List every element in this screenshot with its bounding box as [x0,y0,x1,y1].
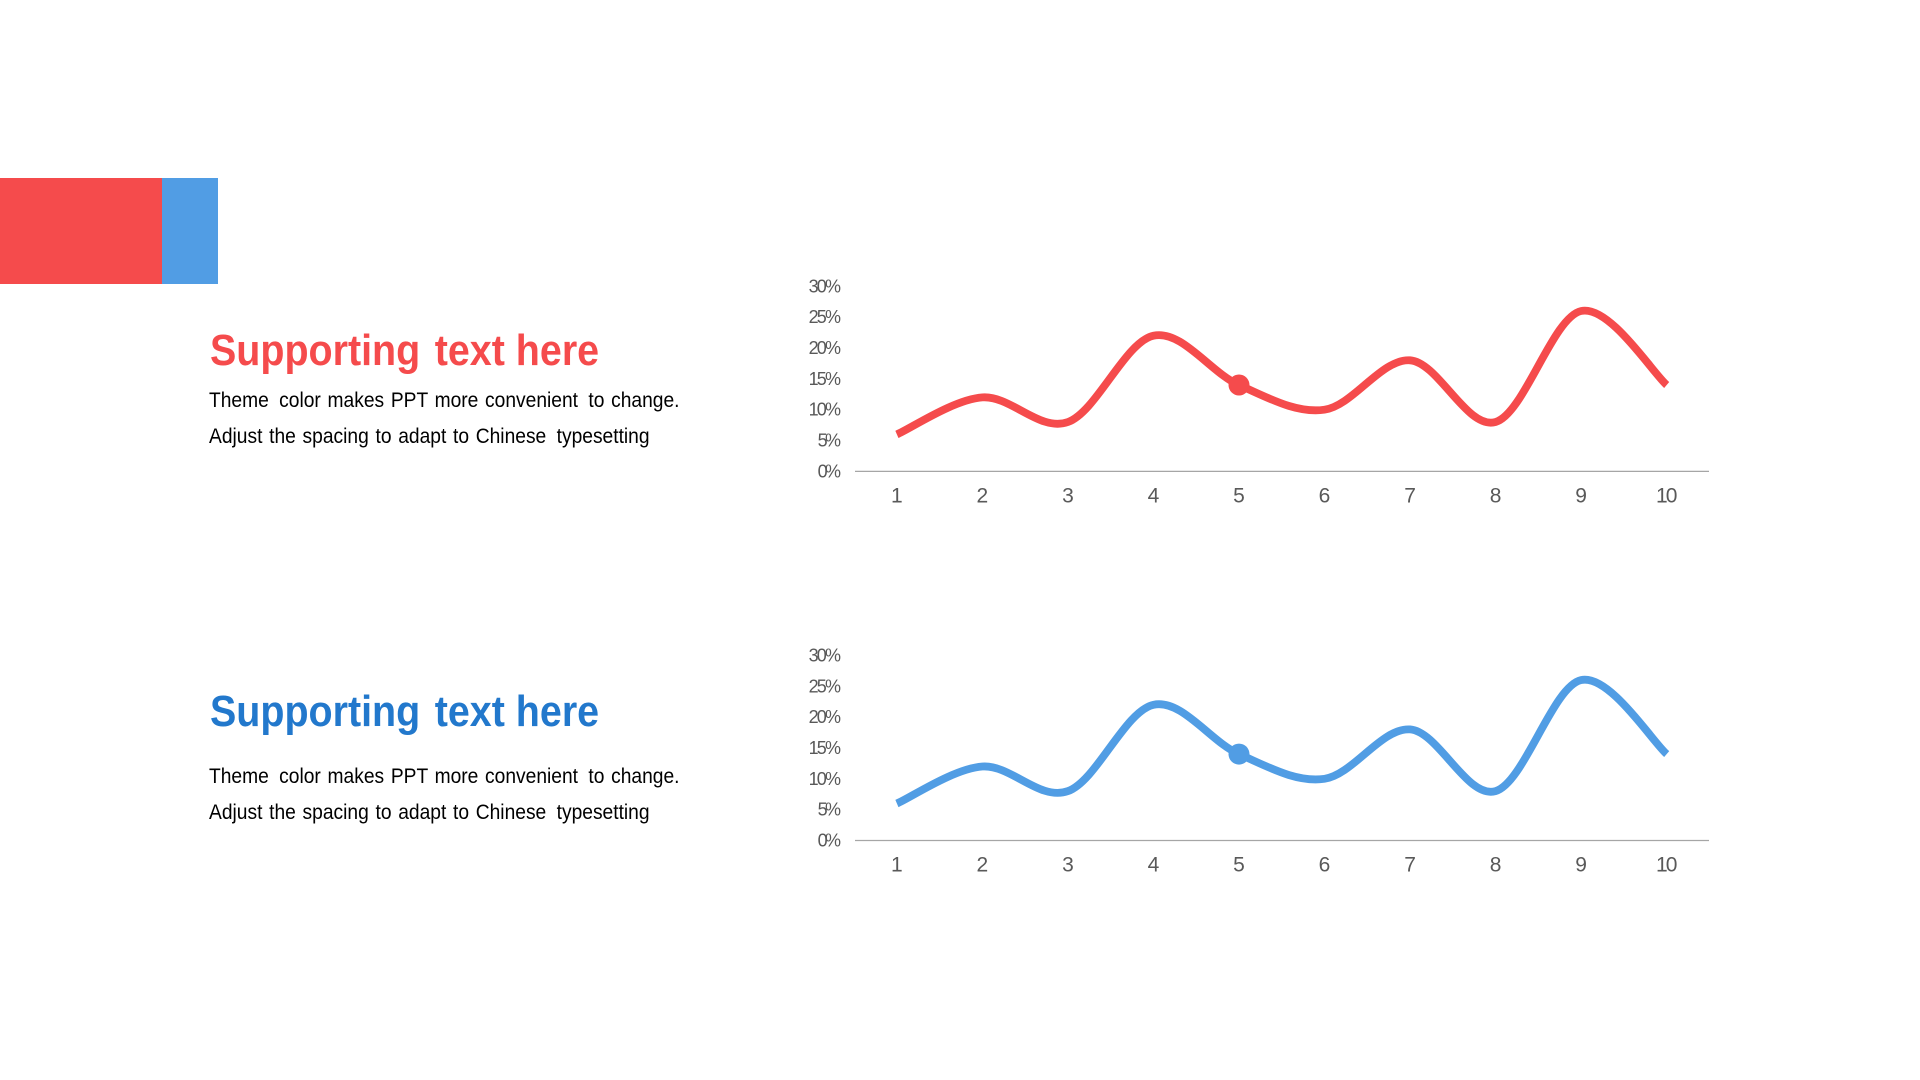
svg-text:15%: 15% [809,369,841,389]
svg-text:4: 4 [1148,854,1160,877]
svg-text:0%: 0% [818,831,841,851]
svg-text:3: 3 [1062,484,1074,507]
svg-text:7: 7 [1404,484,1416,507]
svg-text:5: 5 [1233,854,1245,877]
svg-text:8: 8 [1490,484,1502,507]
svg-text:9: 9 [1575,484,1587,507]
svg-text:25%: 25% [809,307,841,327]
svg-text:10: 10 [1656,484,1678,507]
svg-text:8: 8 [1490,854,1502,877]
svg-text:1: 1 [891,484,903,507]
svg-text:6: 6 [1319,854,1331,877]
svg-text:10: 10 [1656,854,1678,877]
svg-text:5: 5 [1233,484,1245,507]
svg-text:9: 9 [1575,854,1587,877]
svg-text:3: 3 [1062,854,1074,877]
svg-text:0%: 0% [818,461,841,481]
svg-text:5%: 5% [818,431,841,451]
svg-text:2: 2 [977,854,989,877]
svg-text:20%: 20% [809,707,841,727]
svg-text:10%: 10% [809,769,841,789]
svg-text:4: 4 [1148,484,1160,507]
svg-text:20%: 20% [809,338,841,358]
svg-text:6: 6 [1319,484,1331,507]
svg-text:25%: 25% [809,676,841,696]
svg-text:5%: 5% [818,800,841,820]
svg-text:2: 2 [977,484,989,507]
svg-text:7: 7 [1404,854,1416,877]
svg-text:1: 1 [891,854,903,877]
svg-text:10%: 10% [809,400,841,420]
svg-text:30%: 30% [809,276,841,296]
svg-text:15%: 15% [809,738,841,758]
svg-text:30%: 30% [809,645,841,665]
